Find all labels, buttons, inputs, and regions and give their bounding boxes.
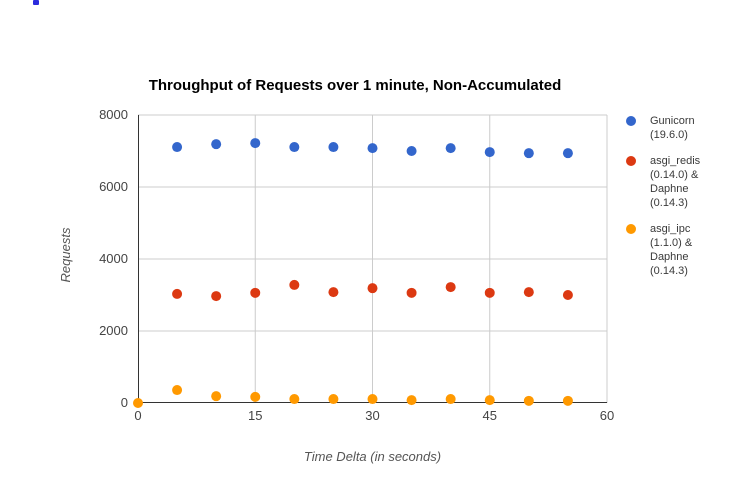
data-point-asgi-redis <box>445 282 456 293</box>
x-axis-title: Time Delta (in seconds) <box>303 449 442 464</box>
data-point-asgi-ipc <box>328 394 339 405</box>
legend-label-line: Gunicorn <box>650 115 695 127</box>
data-point-asgi-redis <box>523 287 534 298</box>
data-point-asgi-redis <box>367 283 378 294</box>
legend-label-line: Daphne <box>650 251 689 263</box>
data-point-gunicorn <box>250 138 261 149</box>
data-point-asgi-redis <box>406 287 417 298</box>
x-tick-label: 15 <box>248 408 263 423</box>
x-tick-label: 0 <box>134 408 142 423</box>
x-tick-label: 60 <box>599 408 615 423</box>
data-point-gunicorn <box>562 148 573 159</box>
plot-area <box>133 114 608 408</box>
data-point-gunicorn <box>172 142 183 153</box>
data-point-asgi-ipc <box>406 395 417 406</box>
data-point-asgi-redis <box>250 287 261 298</box>
data-point-asgi-ipc <box>562 395 573 406</box>
data-point-gunicorn <box>289 142 300 153</box>
legend-dot-icon <box>626 224 636 234</box>
legend-label-line: asgi_redis <box>650 155 701 167</box>
legend-label: Gunicorn (19.6.0) <box>650 114 695 142</box>
legend-dot-icon <box>626 116 636 126</box>
legend-dot-icon <box>626 156 636 166</box>
data-point-asgi-redis <box>562 290 573 300</box>
data-point-asgi-ipc <box>289 394 300 405</box>
y-tick-label: 2000 <box>99 323 128 338</box>
data-point-gunicorn <box>328 142 339 153</box>
data-point-asgi-ipc <box>211 391 222 402</box>
x-tick-label: 45 <box>482 408 497 423</box>
data-point-gunicorn <box>445 143 456 154</box>
data-point-asgi-ipc <box>133 398 143 408</box>
legend-item-asgi-redis: asgi_redis (0.14.0) & Daphne (0.14.3) <box>626 154 738 210</box>
data-point-gunicorn <box>211 139 222 150</box>
data-point-asgi-ipc <box>250 391 261 402</box>
legend-item-asgi-ipc: asgi_ipc (1.1.0) & Daphne (0.14.3) <box>626 222 738 278</box>
legend-item-gunicorn: Gunicorn (19.6.0) <box>626 114 738 142</box>
legend-label-line: (0.14.3) <box>650 197 688 209</box>
data-point-asgi-ipc <box>445 394 456 405</box>
data-point-asgi-redis <box>328 287 339 298</box>
y-tick-label: 6000 <box>99 179 128 194</box>
legend-label-line: asgi_ipc <box>650 223 691 235</box>
legend-label-line: (0.14.3) <box>650 265 688 277</box>
y-tick-label: 0 <box>120 395 128 410</box>
data-point-gunicorn <box>484 147 495 158</box>
data-point-gunicorn <box>367 143 378 154</box>
data-point-asgi-ipc <box>523 395 534 406</box>
data-point-gunicorn <box>523 148 534 159</box>
stray-cursor-artifact <box>33 0 39 5</box>
chart-legend: Gunicorn (19.6.0) asgi_redis (0.14.0) & Daph… <box>626 114 738 290</box>
data-point-asgi-ipc <box>367 394 378 405</box>
y-tick-label: 4000 <box>99 251 128 266</box>
data-point-asgi-redis <box>484 287 495 298</box>
legend-label-line: (19.6.0) <box>650 129 688 141</box>
legend-label-line: (1.1.0) & <box>650 237 693 249</box>
legend-label: asgi_redis (0.14.0) & Daphne (0.14.3) <box>650 154 700 210</box>
data-point-asgi-redis <box>172 288 183 299</box>
legend-label-line: Daphne <box>650 183 689 195</box>
legend-label-line: (0.14.0) & <box>650 169 699 181</box>
y-tick-label: 8000 <box>99 107 128 122</box>
data-point-asgi-ipc <box>172 385 183 396</box>
x-tick-label: 30 <box>365 408 380 423</box>
data-point-gunicorn <box>406 146 417 156</box>
data-point-asgi-redis <box>289 279 300 290</box>
data-point-asgi-redis <box>211 291 222 302</box>
data-point-asgi-ipc <box>484 395 495 406</box>
chart-title: Throughput of Requests over 1 minute, No… <box>148 77 562 94</box>
legend-label: asgi_ipc (1.1.0) & Daphne (0.14.3) <box>650 222 692 278</box>
